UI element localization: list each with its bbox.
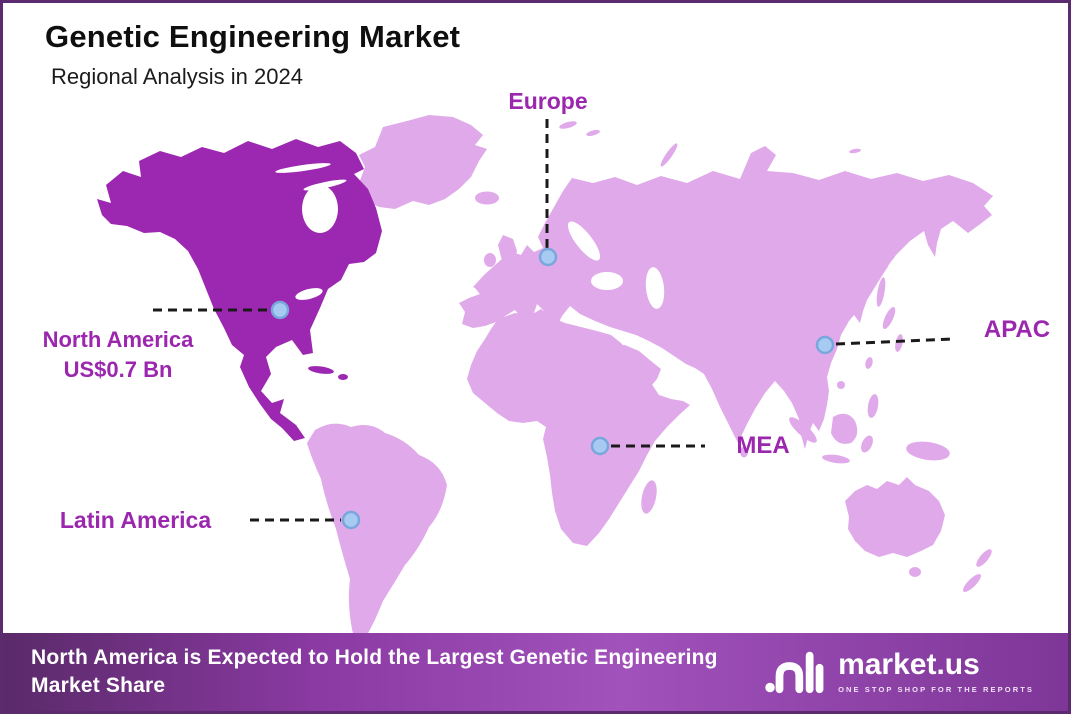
landmass-cuba (308, 366, 334, 374)
region-south-america (307, 423, 447, 639)
region-label-apac: APAC (983, 316, 1051, 343)
landmass-new-zealand-south (963, 574, 981, 592)
black-sea (591, 272, 623, 290)
landmass-japan-north (882, 306, 896, 330)
page-subtitle: Regional Analysis in 2024 (51, 64, 303, 89)
region-arabia (603, 345, 661, 399)
landmass-greenland (359, 115, 487, 209)
region-label-latin-america: Latin America (59, 507, 212, 533)
landmass-madagascar (641, 480, 657, 514)
landmass-sulawesi (861, 435, 873, 453)
landmass-japan-south (895, 334, 903, 352)
landmass-iceland (475, 191, 499, 205)
region-value-north-america: US$0.7 Bn (63, 357, 173, 382)
landmass-sakhalin (876, 277, 886, 307)
landmass-sri-lanka (740, 446, 748, 458)
sea-of-okhotsk (883, 253, 923, 307)
landmass-great-britain (498, 235, 517, 269)
logo-name: market.us (838, 648, 980, 681)
caspian-sea (645, 267, 665, 309)
marker-latin-america (341, 510, 361, 530)
landmass-taiwan (865, 357, 873, 369)
landmass-svalbard-2 (586, 129, 600, 137)
landmass-hainan (837, 381, 845, 389)
page-title: Genetic Engineering Market (45, 19, 461, 54)
world-map (97, 115, 993, 639)
region-australia (845, 477, 945, 557)
marker-mea (590, 436, 610, 456)
footer-banner: North America is Expected to Hold the La… (3, 633, 1068, 711)
market-us-logo: market.us ONE STOP SHOP FOR THE REPORTS (764, 645, 1068, 699)
marker-europe (538, 247, 558, 267)
landmass-new-zealand-north (976, 549, 992, 567)
hudson-bay (302, 185, 338, 233)
landmass-ireland (484, 253, 496, 267)
great-lakes (295, 288, 323, 300)
marker-apac (815, 335, 835, 355)
landmass-philippines (867, 394, 879, 418)
baltic-sea (567, 221, 601, 261)
landmass-novaya-zemlya (660, 143, 678, 167)
region-label-north-america: North America US$0.7 Bn (13, 325, 223, 385)
region-label-mea: MEA (736, 432, 790, 459)
landmass-borneo (831, 413, 858, 444)
landmass-svalbard (559, 121, 577, 129)
landmass-hispaniola (338, 374, 348, 380)
white-sea (622, 160, 638, 182)
logo-tagline: ONE STOP SHOP FOR THE REPORTS (838, 685, 1034, 694)
landmass-tasmania (909, 567, 921, 577)
header: Genetic Engineering Market Regional Anal… (45, 19, 460, 90)
region-label-europe: Europe (508, 88, 588, 114)
banner-headline: North America is Expected to Hold the La… (31, 646, 718, 697)
region-label-north-america-name: North America (42, 327, 194, 352)
landmass-sumatra (789, 417, 817, 443)
landmass-new-guinea (906, 441, 950, 461)
landmass-new-siberian-islands (849, 148, 861, 154)
landmass-java (822, 454, 850, 464)
logo-wordmark: market.us ONE STOP SHOP FOR THE REPORTS (838, 648, 1034, 695)
region-eurasia (459, 146, 993, 449)
marker-north-america (270, 300, 290, 320)
leader-apac (835, 337, 954, 346)
arctic-channel-2 (303, 179, 347, 191)
arctic-channel (275, 163, 331, 173)
market-us-logo-icon (765, 651, 824, 694)
